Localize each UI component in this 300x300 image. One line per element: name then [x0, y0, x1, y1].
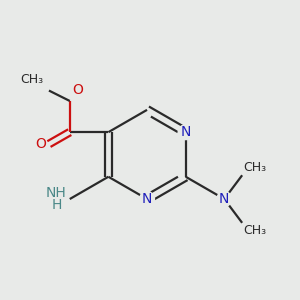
- Text: N: N: [181, 125, 191, 139]
- Text: H: H: [52, 198, 62, 212]
- Text: NH: NH: [46, 185, 67, 200]
- Text: O: O: [72, 82, 83, 97]
- Text: CH₃: CH₃: [244, 224, 267, 237]
- Circle shape: [178, 125, 193, 140]
- Text: N: N: [142, 192, 152, 206]
- Text: CH₃: CH₃: [20, 73, 43, 86]
- Text: O: O: [36, 137, 46, 151]
- Circle shape: [140, 192, 154, 206]
- Circle shape: [217, 192, 232, 206]
- Text: N: N: [219, 192, 230, 206]
- Text: CH₃: CH₃: [244, 161, 267, 174]
